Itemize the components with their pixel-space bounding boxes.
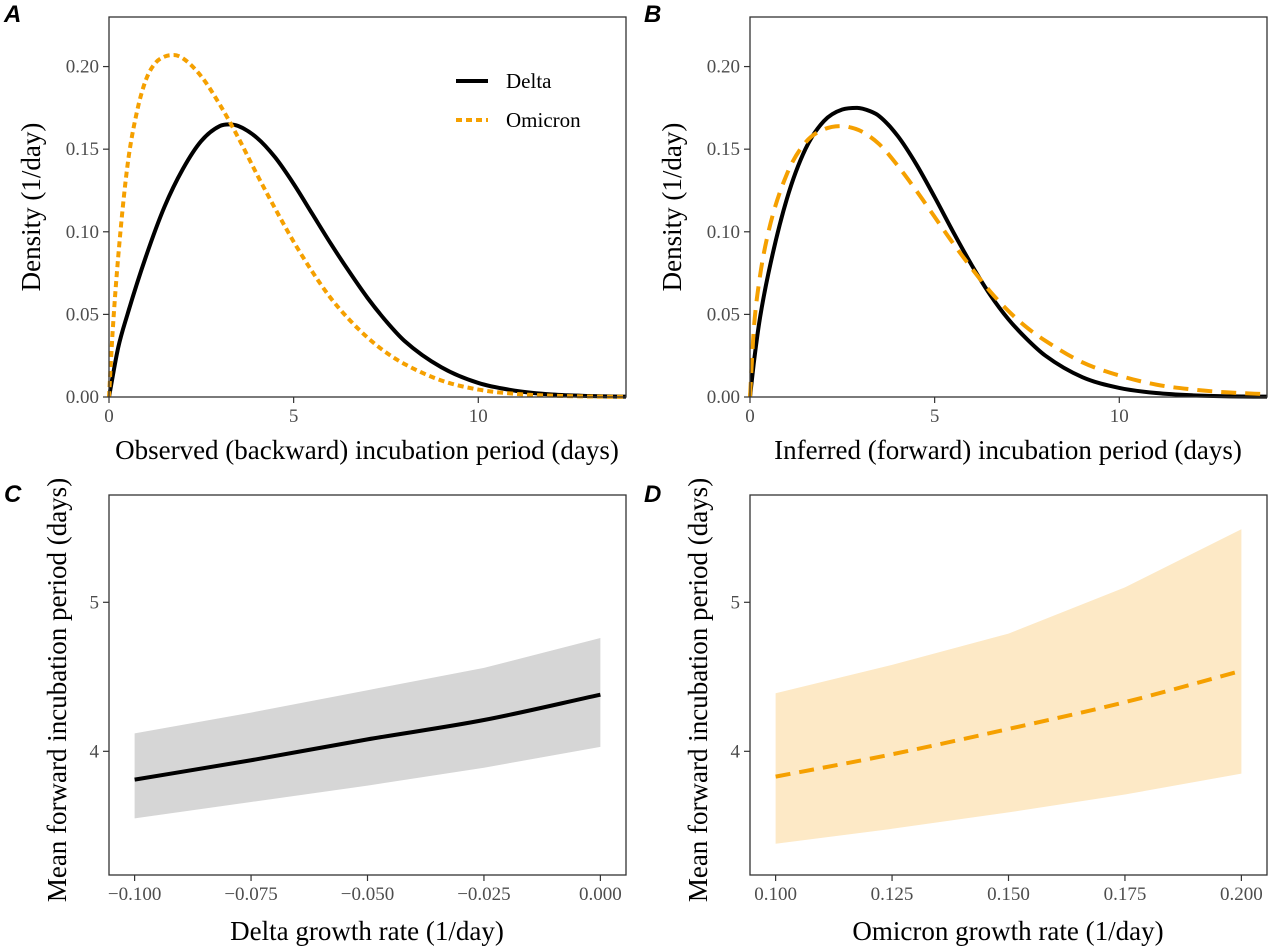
y-tick-label-a: 0.00 bbox=[66, 387, 99, 408]
y-tick-label-a: 0.15 bbox=[66, 139, 99, 160]
panel-label-d: D bbox=[644, 481, 661, 508]
panel-a: A 0 5 10 0.00 0.05 0.10 0.15 0.20 Observed (bac… bbox=[3, 1, 627, 465]
series-line-delta-c bbox=[134, 692, 601, 782]
x-tick-label-d: 0.150 bbox=[987, 884, 1030, 905]
series-line-omicron-a bbox=[107, 53, 627, 399]
x-axis-label-b: Inferred (forward) incubation period (da… bbox=[774, 435, 1242, 465]
y-tick-label-c: 5 bbox=[90, 592, 100, 613]
y-tick-label-b: 0.15 bbox=[707, 139, 740, 160]
ribbon-omicron-d bbox=[775, 529, 1242, 844]
x-axis-label-d: Omicron growth rate (1/day) bbox=[852, 916, 1163, 946]
x-tick-label-d: 0.125 bbox=[871, 884, 914, 905]
y-tick-label-d: 4 bbox=[731, 741, 741, 762]
y-axis-label-c: Mean forward incubation period (days) bbox=[42, 478, 72, 902]
y-tick-label-b: 0.05 bbox=[707, 304, 740, 325]
plot-frame-a bbox=[108, 16, 627, 398]
panel-c: C −0.100 −0.075 −0.050 −0.025 0.000 4 5 Delta … bbox=[4, 478, 627, 946]
panel-label-c: C bbox=[4, 481, 22, 508]
y-axis-label-b: Density (1/day) bbox=[657, 123, 687, 292]
x-tick-label-c: −0.025 bbox=[457, 884, 510, 905]
plot-frame-b bbox=[749, 16, 1268, 398]
series-line-omicron-d bbox=[775, 668, 1242, 779]
ribbon-delta-c bbox=[134, 638, 601, 819]
y-axis-label-a: Density (1/day) bbox=[16, 123, 46, 292]
x-tick-label-d: 0.100 bbox=[754, 884, 797, 905]
series-line-delta-a bbox=[107, 122, 627, 399]
y-tick-label-b: 0.20 bbox=[707, 57, 740, 78]
x-tick-label-c: −0.100 bbox=[108, 884, 161, 905]
x-tick-label-c: 0.000 bbox=[579, 884, 622, 905]
y-tick-label-d: 5 bbox=[731, 592, 741, 613]
panel-b: B 0 5 10 0.00 0.05 0.10 0.15 0.20 Inferred (for… bbox=[644, 1, 1268, 465]
series-line-omicron-b bbox=[748, 124, 1268, 398]
y-axis-label-d: Mean forward incubation period (days) bbox=[683, 478, 713, 902]
x-axis-label-c: Delta growth rate (1/day) bbox=[230, 916, 504, 946]
panel-d: D 0.100 0.125 0.150 0.175 0.200 4 5 Omicron gr… bbox=[644, 478, 1268, 946]
x-tick-label-b: 5 bbox=[930, 406, 940, 427]
legend-label-omicron: Omicron bbox=[506, 108, 581, 132]
y-tick-label-b: 0.00 bbox=[707, 387, 740, 408]
x-tick-label-a: 10 bbox=[469, 406, 488, 427]
x-tick-label-b: 0 bbox=[745, 406, 755, 427]
panel-label-b: B bbox=[644, 1, 661, 28]
y-tick-label-a: 0.10 bbox=[66, 222, 99, 243]
y-tick-label-b: 0.10 bbox=[707, 222, 740, 243]
legend: Delta Omicron bbox=[456, 69, 581, 132]
x-tick-label-d: 0.200 bbox=[1220, 884, 1263, 905]
y-tick-label-c: 4 bbox=[90, 741, 100, 762]
x-tick-label-b: 10 bbox=[1110, 406, 1129, 427]
x-tick-label-a: 5 bbox=[289, 406, 299, 427]
x-tick-label-a: 0 bbox=[104, 406, 114, 427]
legend-label-delta: Delta bbox=[506, 69, 552, 93]
series-line-delta-b bbox=[748, 105, 1268, 399]
x-tick-label-c: −0.050 bbox=[341, 884, 394, 905]
x-tick-label-c: −0.075 bbox=[224, 884, 277, 905]
x-axis-label-a: Observed (backward) incubation period (d… bbox=[115, 435, 619, 465]
x-tick-label-d: 0.175 bbox=[1104, 884, 1147, 905]
panel-label-a: A bbox=[3, 1, 21, 28]
y-tick-label-a: 0.05 bbox=[66, 304, 99, 325]
y-tick-label-a: 0.20 bbox=[66, 57, 99, 78]
